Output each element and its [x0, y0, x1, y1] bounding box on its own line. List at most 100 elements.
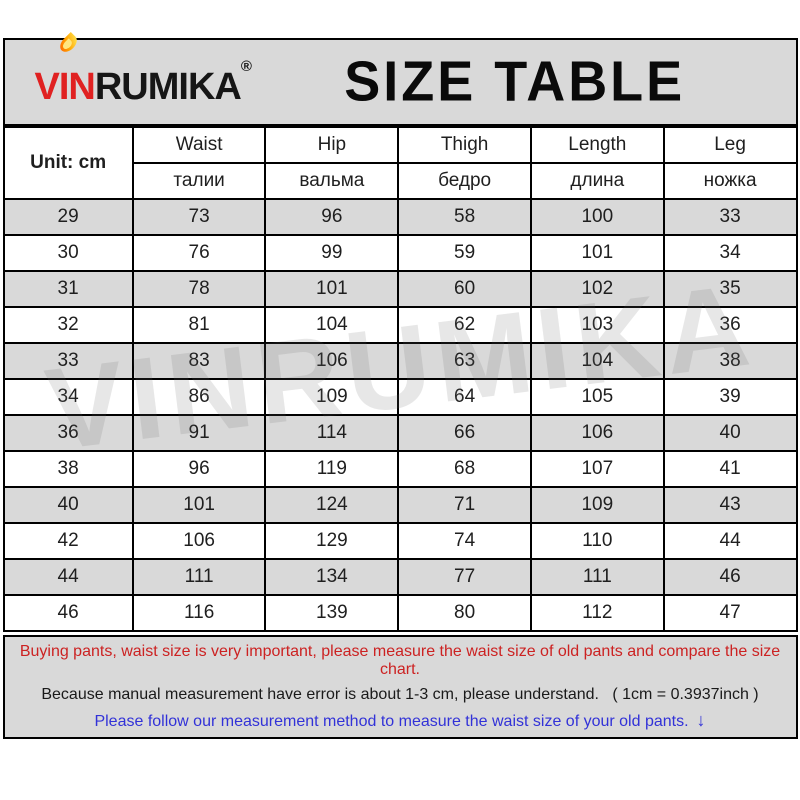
size-cell: 38 — [2, 450, 134, 488]
unit-label: Unit: cm — [2, 126, 134, 200]
thigh-cell: 62 — [397, 306, 532, 344]
note-line-follow-method-text: Please follow our measurement method to … — [94, 712, 689, 730]
hip-cell: 119 — [264, 450, 400, 488]
hip-cell: 104 — [264, 306, 400, 344]
size-cell: 36 — [2, 414, 134, 452]
leg-cell: 33 — [662, 198, 798, 236]
length-cell: 110 — [529, 522, 665, 560]
table-row: 30 76 99 59 101 34 — [2, 234, 798, 272]
header-row-en: Unit: cm Waist Hip Thigh Length Leg — [2, 126, 798, 200]
hip-cell: 101 — [264, 270, 400, 308]
table-row: 29 73 96 58 100 33 — [2, 198, 798, 236]
thigh-cell: 63 — [397, 342, 532, 380]
waist-cell: 86 — [131, 378, 267, 416]
leg-cell: 44 — [662, 522, 798, 560]
leg-cell: 47 — [662, 594, 798, 632]
thigh-cell: 74 — [397, 522, 532, 560]
waist-cell: 83 — [131, 342, 267, 380]
thigh-cell: 71 — [397, 486, 532, 524]
registered-mark: ® — [240, 57, 252, 75]
leg-cell: 35 — [662, 270, 798, 308]
hip-cell: 129 — [264, 522, 400, 560]
size-cell: 31 — [2, 270, 134, 308]
logo-text-red: VIN — [34, 65, 96, 108]
table-row: 31 78 101 60 102 35 — [2, 270, 798, 308]
col-header-hip: Hip — [264, 126, 400, 164]
waist-cell: 73 — [131, 198, 267, 236]
note-line-measure-error: Because manual measurement have error is… — [41, 685, 759, 703]
length-cell: 105 — [529, 378, 665, 416]
waist-cell: 116 — [131, 594, 267, 632]
table-row: 36 91 114 66 106 40 — [2, 414, 798, 452]
table-row: 32 81 104 62 103 36 — [2, 306, 798, 344]
flame-icon — [56, 31, 80, 55]
hip-cell: 106 — [264, 342, 400, 380]
header-row-ru: талии вальма бедро длина ножка — [4, 162, 798, 200]
col-header-waist-ru: талии — [131, 162, 267, 200]
thigh-cell: 68 — [397, 450, 532, 488]
size-cell: 29 — [2, 198, 134, 236]
note-line-waist-important: Buying pants, waist size is very importa… — [19, 643, 785, 679]
size-chart-sheet: VINRUMIKA® SIZE TABLE Unit: cm Waist Hip… — [2, 0, 798, 739]
size-cell: 40 — [2, 486, 134, 524]
table-row: 40 101 124 71 109 43 — [2, 486, 798, 524]
leg-cell: 46 — [662, 558, 798, 596]
table-row: 33 83 106 63 104 38 — [2, 342, 798, 380]
hip-cell: 99 — [264, 234, 400, 272]
col-header-thigh-ru: бедро — [397, 162, 532, 200]
thigh-cell: 58 — [397, 198, 532, 236]
col-header-waist: Waist — [131, 126, 267, 164]
waist-cell: 106 — [131, 522, 267, 560]
col-header-leg: Leg — [662, 126, 798, 164]
col-header-hip-ru: вальма — [264, 162, 400, 200]
brand-logo: VINRUMIKA® — [34, 31, 252, 108]
thigh-cell: 66 — [397, 414, 532, 452]
col-header-length: Length — [529, 126, 665, 164]
length-cell: 100 — [529, 198, 665, 236]
hip-cell: 134 — [264, 558, 400, 596]
leg-cell: 41 — [662, 450, 798, 488]
table-row: 44 111 134 77 111 46 — [2, 558, 798, 596]
logo-text-black: RUMIKA — [94, 65, 242, 108]
length-cell: 103 — [529, 306, 665, 344]
leg-cell: 36 — [662, 306, 798, 344]
waist-cell: 81 — [131, 306, 267, 344]
hip-cell: 96 — [264, 198, 400, 236]
size-cell: 44 — [2, 558, 134, 596]
leg-cell: 40 — [662, 414, 798, 452]
hip-cell: 139 — [264, 594, 400, 632]
thigh-cell: 60 — [397, 270, 532, 308]
hip-cell: 124 — [264, 486, 400, 524]
size-table: Unit: cm Waist Hip Thigh Length Leg тали… — [2, 126, 798, 632]
length-cell: 112 — [529, 594, 665, 632]
size-cell: 34 — [2, 378, 134, 416]
col-header-thigh: Thigh — [397, 126, 532, 164]
brand-banner: VINRUMIKA® SIZE TABLE — [2, 31, 798, 126]
size-cell: 33 — [2, 342, 134, 380]
size-cell: 42 — [2, 522, 134, 560]
hip-cell: 114 — [264, 414, 400, 452]
length-cell: 101 — [529, 234, 665, 272]
waist-cell: 76 — [131, 234, 267, 272]
thigh-cell: 59 — [397, 234, 532, 272]
col-header-leg-ru: ножка — [662, 162, 798, 200]
length-cell: 109 — [529, 486, 665, 524]
size-cell: 46 — [2, 594, 134, 632]
hip-cell: 109 — [264, 378, 400, 416]
table-row: 46 116 139 80 112 47 — [2, 594, 798, 632]
table-row: 42 106 129 74 110 44 — [2, 522, 798, 560]
table-row: 38 96 119 68 107 41 — [2, 450, 798, 488]
thigh-cell: 64 — [397, 378, 532, 416]
thigh-cell: 80 — [397, 594, 532, 632]
size-cell: 32 — [2, 306, 134, 344]
leg-cell: 38 — [662, 342, 798, 380]
leg-cell: 43 — [662, 486, 798, 524]
length-cell: 104 — [529, 342, 665, 380]
leg-cell: 34 — [662, 234, 798, 272]
table-row: 34 86 109 64 105 39 — [2, 378, 798, 416]
col-header-length-ru: длина — [529, 162, 665, 200]
page-title: SIZE TABLE — [344, 50, 686, 114]
length-cell: 102 — [529, 270, 665, 308]
waist-cell: 78 — [131, 270, 267, 308]
waist-cell: 111 — [131, 558, 267, 596]
